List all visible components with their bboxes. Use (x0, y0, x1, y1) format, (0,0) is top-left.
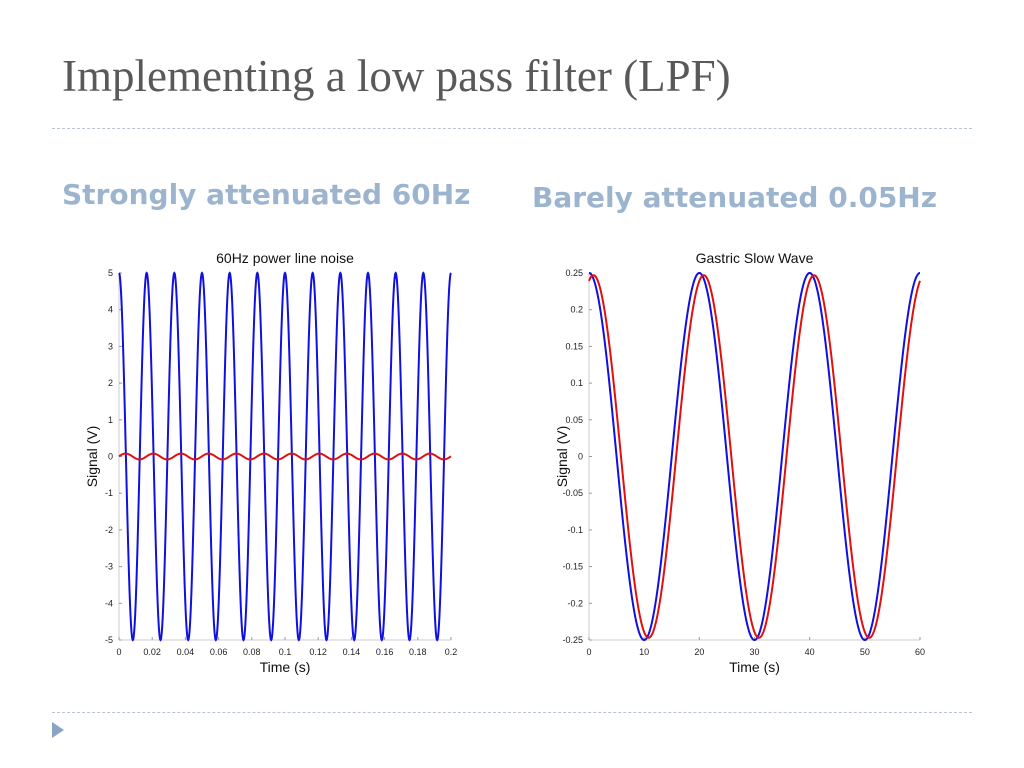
y-tick-label: -3 (105, 562, 113, 572)
series-line-input (118, 271, 452, 642)
chart-title: 60Hz power line noise (216, 250, 354, 266)
x-tick-label: 0.08 (243, 647, 261, 657)
x-tick-label: 0 (116, 647, 121, 657)
series-line-filtered (118, 452, 452, 461)
x-axis-label: Time (s) (260, 659, 311, 675)
y-axis-label: Signal (V) (84, 426, 100, 487)
bottom-divider (52, 712, 972, 713)
left-heading: Strongly attenuated 60Hz (62, 178, 471, 211)
y-tick-label: 0.15 (565, 341, 583, 351)
slide-title: Implementing a low pass filter (LPF) (62, 51, 731, 101)
chart-1: Gastric Slow Wave Time (s) Signal (V) 0 10 20… (554, 250, 925, 675)
y-tick-label: 3 (108, 341, 113, 351)
y-axis-label: Signal (V) (554, 426, 570, 487)
y-tick-label: -0.1 (567, 525, 583, 535)
y-tick-label: -2 (105, 525, 113, 535)
x-tick-label: 20 (694, 647, 704, 657)
x-axis-label: Time (s) (729, 659, 780, 675)
x-tick-label: 0.1 (279, 647, 292, 657)
top-divider (52, 128, 972, 129)
x-tick-label: 0 (586, 647, 591, 657)
y-tick-label: 0.25 (565, 268, 583, 278)
y-tick-label: -1 (105, 488, 113, 498)
y-tick-label: -0.25 (562, 635, 583, 645)
x-tick-label: 0.18 (409, 647, 427, 657)
y-tick-label: -0.05 (562, 488, 583, 498)
x-tick-label: 10 (639, 647, 649, 657)
x-tick-label: 0.14 (343, 647, 361, 657)
y-tick-label: 0 (578, 452, 583, 462)
x-tick-label: 30 (749, 647, 759, 657)
y-tick-label: -0.2 (567, 598, 583, 608)
y-tick-label: 4 (108, 305, 113, 315)
right-heading: Barely attenuated 0.05Hz (532, 181, 938, 214)
y-tick-label: 0.2 (570, 305, 583, 315)
y-tick-label: 5 (108, 268, 113, 278)
y-tick-label: 2 (108, 378, 113, 388)
x-tick-label: 0.12 (309, 647, 327, 657)
y-tick-label: 0.1 (570, 378, 583, 388)
series-line-filtered (588, 274, 921, 639)
x-tick-label: 0.02 (143, 647, 161, 657)
series-line-input (588, 271, 921, 642)
x-tick-label: 50 (860, 647, 870, 657)
y-tick-label: -4 (105, 598, 113, 608)
triangle-bullet-icon (52, 722, 64, 738)
x-tick-label: 0.16 (376, 647, 394, 657)
x-tick-label: 0.04 (177, 647, 195, 657)
y-tick-label: -5 (105, 635, 113, 645)
x-tick-label: 60 (915, 647, 925, 657)
y-tick-label: 0 (108, 452, 113, 462)
y-tick-label: -0.15 (562, 562, 583, 572)
chart-0: 60Hz power line noise Time (s) Signal (V) 0… (84, 250, 457, 675)
x-tick-label: 40 (805, 647, 815, 657)
y-tick-label: 1 (108, 415, 113, 425)
x-tick-label: 0.2 (445, 647, 458, 657)
x-tick-label: 0.06 (210, 647, 228, 657)
chart-title: Gastric Slow Wave (696, 250, 814, 266)
y-tick-label: 0.05 (565, 415, 583, 425)
